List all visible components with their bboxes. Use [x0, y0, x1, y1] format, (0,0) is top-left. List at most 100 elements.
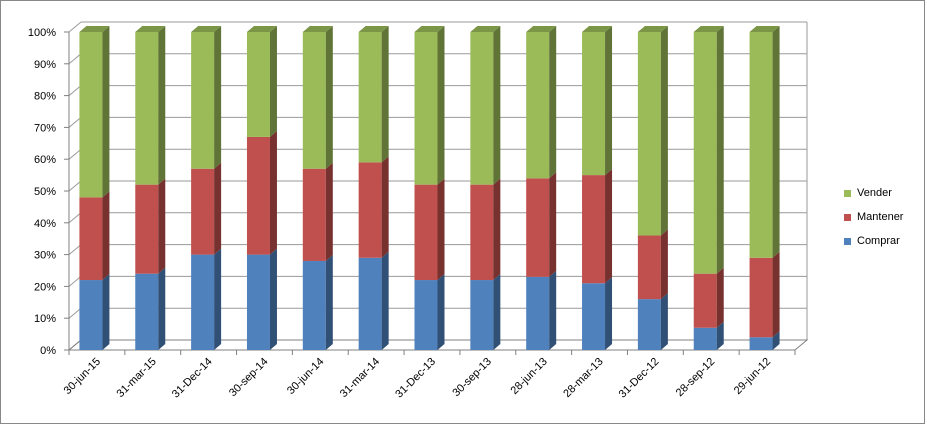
bar-comprar-front — [749, 337, 773, 350]
bar-comprar-front — [358, 257, 382, 350]
x-tick-label: 31-Dec-12 — [617, 356, 662, 401]
bar-comprar-side — [437, 274, 445, 350]
y-axis-tick-labels: 0% 10% 20% 30% 40% 50% 60% 70% 80% 90% 100% — [28, 27, 56, 357]
bar-vender-side — [269, 26, 277, 137]
y-tick-label: 70% — [34, 122, 56, 134]
bar-mantener-front — [191, 168, 215, 255]
legend-swatch-comprar — [844, 237, 851, 245]
bar-mantener-side — [660, 229, 668, 300]
bar-comprar-front — [246, 254, 270, 350]
bar-vender-front — [582, 32, 606, 176]
bar-mantener-front — [582, 175, 606, 284]
bar-vender-side — [549, 26, 557, 179]
x-axis-tick-labels: 30-jun-15 31-mar-15 31-Dec-14 30-sep-14 30-j… — [62, 356, 774, 401]
bar-comprar-side — [549, 270, 557, 350]
y-tick-label: 30% — [34, 250, 56, 262]
bar-comprar-side — [772, 331, 780, 350]
x-tick-label: 28-sep-12 — [674, 356, 718, 400]
bar-mantener-side — [605, 169, 613, 284]
bar-mantener-front — [749, 257, 773, 338]
bar-mantener-front — [79, 197, 103, 281]
legend-item-comprar: Comprar — [844, 229, 924, 253]
bar-vender-front — [693, 32, 717, 274]
bar-vender-side — [325, 26, 333, 169]
bar-comprar-side — [381, 251, 389, 350]
x-tick-label: 31-Dec-13 — [393, 356, 438, 401]
gridline-diagonal — [68, 180, 82, 192]
bar-vender-top — [414, 26, 445, 32]
legend-label-mantener: Mantener — [857, 211, 904, 223]
bar-mantener-side — [269, 130, 277, 255]
bar-comprar-front — [135, 273, 159, 350]
floor — [67, 339, 809, 351]
bar-vender-top — [358, 26, 389, 32]
bar-mantener-front — [135, 184, 159, 274]
legend-swatch-vender — [844, 189, 851, 197]
x-tick-label: 29-jun-12 — [732, 356, 773, 397]
bars — [79, 26, 780, 350]
bar-mantener-front — [470, 184, 494, 281]
bar-comprar-side — [605, 277, 613, 350]
bar-comprar-side — [493, 274, 501, 350]
gridline-diagonal — [68, 307, 82, 319]
legend-label-vender: Vender — [857, 187, 892, 199]
bar-vender-top — [191, 26, 222, 32]
bar-mantener-front — [693, 273, 717, 328]
bar-comprar-front — [191, 254, 215, 350]
bar-comprar-front — [637, 299, 661, 350]
bar-comprar-front — [526, 276, 550, 350]
bar-mantener-side — [214, 162, 222, 255]
y-tick-label: 100% — [28, 27, 56, 39]
y-tick-label: 80% — [34, 91, 56, 103]
bar-vender-front — [191, 32, 215, 169]
gridline-diagonal — [68, 21, 82, 33]
bar-vender-top — [582, 26, 613, 32]
bar-vender-top — [135, 26, 166, 32]
bar-vender-side — [381, 26, 389, 163]
bar-mantener-side — [493, 178, 501, 281]
x-tick-label: 31-mar-14 — [338, 356, 382, 400]
x-tick-label: 30-sep-13 — [450, 356, 494, 400]
bar-vender-top — [79, 26, 110, 32]
bar-mantener-side — [437, 178, 445, 281]
bar-comprar-side — [660, 293, 668, 350]
bar-vender-side — [158, 26, 166, 185]
y-tick-label: 90% — [34, 59, 56, 71]
bar-comprar-side — [716, 321, 724, 350]
bar-mantener-front — [526, 178, 550, 277]
bar-vender-top — [470, 26, 501, 32]
bar-comprar-front — [302, 260, 326, 350]
bar-comprar-front — [582, 283, 606, 350]
x-tick-label: 31-mar-15 — [115, 356, 159, 400]
bar-comprar-front — [79, 280, 103, 350]
bar-mantener-side — [158, 178, 166, 274]
bar-vender-side — [605, 26, 613, 176]
bar-comprar-front — [414, 280, 438, 350]
bar-comprar-side — [158, 267, 166, 350]
bar-mantener-side — [381, 156, 389, 258]
gridline-diagonal — [68, 117, 82, 128]
bar-vender-front — [79, 32, 103, 198]
legend-item-vender: Vender — [844, 181, 924, 205]
bar-vender-side — [660, 26, 668, 236]
axes — [64, 31, 809, 355]
bar-comprar-side — [269, 248, 277, 350]
bar-vender-front — [358, 32, 382, 163]
bar-vender-front — [246, 32, 270, 137]
bar-vender-front — [637, 32, 661, 236]
bar-vender-top — [526, 26, 557, 32]
bar-mantener-front — [358, 162, 382, 258]
x-tick-label: 28-jun-13 — [508, 356, 549, 397]
gridline-diagonal — [68, 212, 82, 224]
bar-vender-side — [437, 26, 445, 185]
bar-comprar-front — [693, 327, 717, 350]
bar-vender-front — [526, 32, 550, 179]
bar-comprar-front — [470, 280, 494, 350]
x-tick-label: 28-mar-13 — [561, 356, 605, 400]
bar-mantener-side — [772, 251, 780, 338]
bar-vender-top — [749, 26, 780, 32]
bar-vender-side — [493, 26, 501, 185]
x-tick-label: 30-jun-14 — [285, 356, 326, 397]
bar-vender-side — [716, 26, 724, 274]
